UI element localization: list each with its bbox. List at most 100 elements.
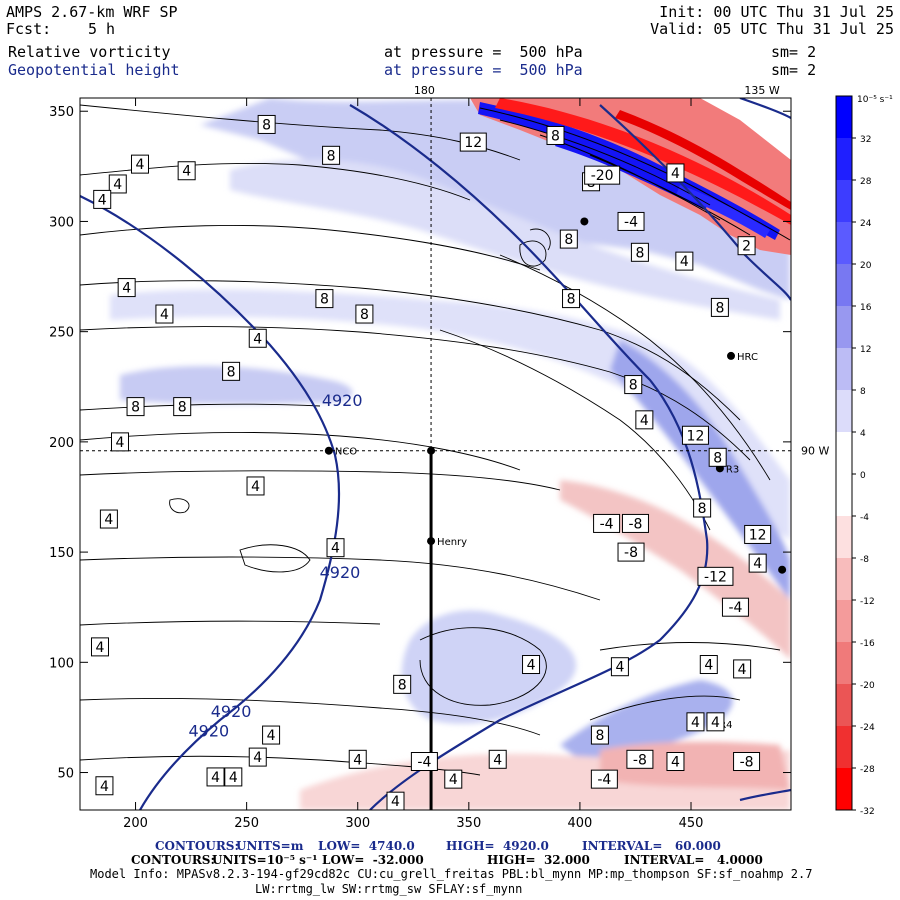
vorticity-label-text: 8 bbox=[178, 400, 187, 416]
vorticity-label-text: 4 bbox=[753, 556, 762, 572]
vorticity-label-text: 4 bbox=[331, 541, 340, 557]
x-tick-label: 350 bbox=[456, 816, 481, 831]
vorticity-label-text: 4 bbox=[704, 658, 713, 674]
contour1-low: LOW= 4740.0 bbox=[318, 839, 415, 853]
colorbar-frame bbox=[835, 95, 853, 811]
vorticity-label-text: 4 bbox=[267, 728, 276, 744]
vorticity-label-box bbox=[733, 659, 752, 679]
colorbar-segment bbox=[836, 474, 852, 517]
height-contour-label: 4920 bbox=[189, 722, 230, 741]
x-tick-label: 400 bbox=[568, 816, 593, 831]
x-tick-label: 200 bbox=[123, 816, 148, 831]
vorticity-label: 4 bbox=[610, 657, 629, 677]
vorticity-label-box bbox=[666, 752, 685, 772]
station-label: HRC bbox=[737, 352, 758, 363]
vorticity-label-text: 12 bbox=[749, 527, 767, 543]
vorticity-label: 4 bbox=[262, 725, 281, 745]
positive-blob-south bbox=[401, 610, 577, 724]
vorticity-label: 8 bbox=[562, 289, 581, 309]
vorticity-label-box bbox=[635, 410, 654, 430]
y-tick-label: 250 bbox=[49, 326, 74, 341]
vorticity-label-box bbox=[590, 769, 618, 789]
contour2-high: HIGH= 32.000 bbox=[487, 853, 590, 867]
model-title: AMPS 2.67-km WRF SP bbox=[6, 3, 178, 21]
field2-smoothing: sm= 2 bbox=[771, 61, 817, 79]
colorbar-tick-label: 0 bbox=[860, 471, 866, 481]
vorticity-label-box bbox=[95, 776, 114, 796]
station-dot bbox=[427, 446, 436, 455]
colorbar-tick-label: 24 bbox=[860, 219, 872, 229]
colorbar-segment bbox=[836, 726, 852, 769]
vorticity-label: -4 bbox=[617, 211, 645, 231]
vorticity-label: 8 bbox=[630, 242, 649, 262]
vorticity-contours bbox=[80, 104, 781, 776]
vorticity-label: 4 bbox=[117, 278, 136, 298]
vorticity-label-text: 8 bbox=[131, 400, 140, 416]
vorticity-label-box bbox=[222, 361, 241, 381]
model-info: Model Info: MPASv8.2.3-194-gf29cd82c CU:… bbox=[90, 867, 813, 881]
vorticity-label-box bbox=[686, 712, 705, 732]
vorticity-label-text: 4 bbox=[104, 512, 113, 528]
vorticity-label: 4 bbox=[522, 655, 541, 675]
vorticity-label-text: -8 bbox=[740, 755, 754, 771]
vorticity-label: 8 bbox=[393, 674, 412, 694]
vorticity-label-box bbox=[621, 513, 649, 533]
vorticity-label-text: 8 bbox=[564, 232, 573, 248]
vorticity-label-box bbox=[315, 289, 334, 309]
colorbar-tick-label: -12 bbox=[860, 597, 875, 607]
vorticity-label: 8 bbox=[173, 397, 192, 417]
height-contour-4860 bbox=[349, 104, 709, 810]
vorticity-label: 4 bbox=[93, 189, 112, 209]
vorticity-label-text: 4 bbox=[711, 715, 720, 731]
forecast-value: 5 h bbox=[88, 20, 116, 38]
colorbar-unit: 10⁻⁵ s⁻¹ bbox=[857, 95, 893, 105]
colorbar-segment bbox=[836, 390, 852, 433]
vorticity-label-text: 4 bbox=[449, 772, 458, 788]
vorticity-label-box bbox=[748, 553, 767, 573]
vorticity-label-text: 4 bbox=[113, 177, 122, 193]
vorticity-label: 4 bbox=[246, 476, 265, 496]
vorticity-label-box bbox=[248, 328, 267, 348]
station-dot bbox=[727, 351, 736, 360]
vorticity-label-box bbox=[737, 236, 756, 256]
vorticity-label: 8 bbox=[710, 297, 729, 317]
vorticity-label-box bbox=[610, 657, 629, 677]
valid-time: Valid: 05 UTC Thu 31 Jul 25 bbox=[650, 20, 894, 38]
vorticity-label-text: 4 bbox=[96, 640, 105, 656]
top-edge-label: 135 W bbox=[744, 84, 779, 97]
height-contour-4920 bbox=[80, 195, 341, 810]
vorticity-label: 4 bbox=[675, 251, 694, 271]
vorticity-label: 8 bbox=[257, 114, 276, 134]
vorticity-label-text: -8 bbox=[633, 752, 647, 768]
vorticity-label-box bbox=[488, 749, 507, 769]
vorticity-label-text: 8 bbox=[698, 501, 707, 517]
vorticity-label-box bbox=[693, 498, 712, 518]
vorticity-label: 4 bbox=[348, 749, 367, 769]
vorticity-label: 4 bbox=[248, 747, 267, 767]
vorticity-label: 8 bbox=[126, 397, 145, 417]
intense-blue-streak-2 bbox=[555, 135, 710, 210]
vorticity-label-box bbox=[224, 767, 243, 787]
vorticity-label: 4 bbox=[326, 538, 345, 558]
vorticity-label-text: -4 bbox=[728, 600, 742, 616]
colorbar-tick-label: 28 bbox=[860, 177, 872, 187]
vorticity-label-box bbox=[699, 655, 718, 675]
vorticity-label-box bbox=[546, 125, 565, 145]
vorticity-label-box bbox=[322, 145, 341, 165]
vorticity-label-text: 12 bbox=[464, 135, 482, 151]
vorticity-label: 4 bbox=[177, 161, 196, 181]
vorticity-label-box bbox=[697, 566, 734, 586]
height-contour-4740 bbox=[739, 98, 791, 119]
colorbar-segment bbox=[836, 264, 852, 307]
vorticity-label-text: -4 bbox=[624, 214, 638, 230]
vorticity-label-text: 4 bbox=[671, 755, 680, 771]
station-marker bbox=[778, 565, 787, 574]
vorticity-label: 8 bbox=[322, 145, 341, 165]
vorticity-label: 4 bbox=[90, 637, 109, 657]
vorticity-label-text: 4 bbox=[527, 658, 536, 674]
vorticity-label-box bbox=[262, 725, 281, 745]
y-tick-label: 200 bbox=[49, 436, 74, 451]
vorticity-label: -8 bbox=[626, 749, 654, 769]
vorticity-label-box bbox=[617, 211, 645, 231]
